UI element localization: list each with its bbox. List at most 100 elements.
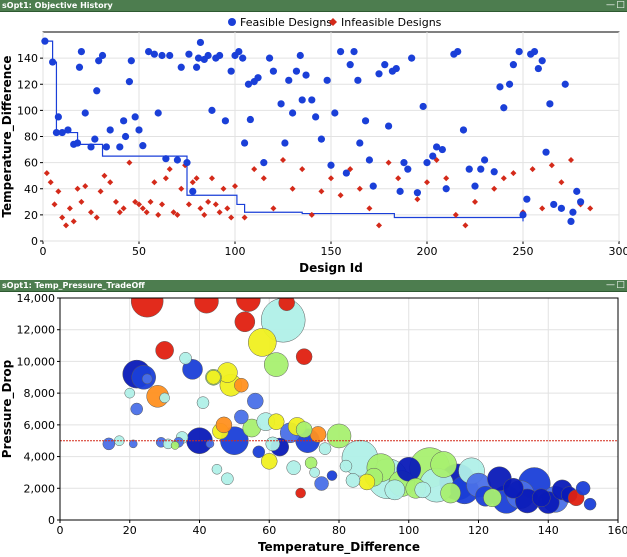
x-tick-label: 120	[468, 524, 489, 537]
bubble-group	[102, 298, 597, 514]
feasible-point	[490, 168, 498, 176]
infeasible-point	[270, 205, 277, 212]
feasible-point	[41, 37, 49, 45]
maximize-icon[interactable]: □	[616, 0, 625, 10]
feasible-point	[433, 143, 441, 151]
feasible-point	[127, 57, 135, 65]
feasible-point	[477, 165, 485, 173]
feasible-point	[413, 189, 421, 197]
bubble	[384, 479, 406, 501]
minimize-icon[interactable]: —	[606, 280, 615, 290]
tradeoff-chart: 0 20 40 60 80 100 120 140 160 0 2,000 4,000 6,000 8,0…	[0, 292, 627, 555]
infeasible-point	[539, 205, 546, 212]
bubble	[295, 421, 313, 438]
feasible-point	[277, 100, 285, 108]
y-tick-label: 20	[24, 209, 38, 222]
infeasible-point	[558, 179, 565, 186]
feasible-point	[49, 58, 57, 66]
maximize-icon[interactable]: □	[616, 280, 625, 290]
feasible-point	[64, 126, 72, 134]
feasible-point	[135, 126, 143, 134]
infeasible-point	[159, 201, 166, 208]
minimize-icon[interactable]: —	[606, 0, 615, 10]
bubble	[314, 476, 329, 491]
feasible-point	[289, 109, 297, 117]
infeasible-point	[93, 214, 100, 221]
legend-marker-infeasible	[329, 18, 337, 26]
infeasible-point	[120, 205, 127, 212]
y-tick-label: 60	[24, 157, 38, 170]
bubble	[215, 416, 233, 434]
infeasible-point	[568, 157, 574, 164]
infeasible-point	[299, 166, 306, 173]
feasible-point	[523, 195, 531, 203]
feasible-point	[216, 51, 224, 60]
infeasible-point	[462, 222, 469, 229]
infeasible-point	[151, 179, 158, 186]
feasible-point	[95, 57, 103, 65]
infeasible-point	[193, 175, 200, 182]
feasible-point	[509, 61, 517, 69]
infeasible-point	[162, 175, 169, 182]
feasible-point	[189, 187, 197, 195]
infeasible-point	[70, 218, 77, 225]
x-tick-label: 300	[609, 245, 627, 258]
objective-history-titlebar[interactable]: sOpt1: Objective History — □	[0, 0, 627, 12]
x-tick-label: 80	[332, 524, 346, 537]
y-tick-label: 6,000	[24, 419, 56, 432]
bubble	[248, 328, 277, 357]
bubble	[206, 370, 221, 385]
infeasible-point	[139, 205, 146, 212]
feasible-point	[312, 113, 320, 121]
feasible-point	[296, 51, 304, 60]
infeasible-point	[97, 188, 104, 195]
bubble	[309, 467, 320, 478]
infeasible-point	[251, 166, 258, 173]
bubble	[440, 482, 461, 504]
feasible-point	[81, 109, 89, 117]
feasible-point	[281, 139, 289, 147]
infeasible-point	[174, 211, 181, 218]
feasible-point	[419, 102, 427, 111]
feasible-point	[98, 51, 107, 60]
bubble	[326, 470, 338, 481]
feasible-point	[361, 117, 370, 125]
feasible-point	[260, 159, 268, 167]
bubble	[396, 457, 421, 482]
feasible-point	[567, 217, 575, 226]
infeasible-point	[414, 196, 421, 203]
infeasible-point	[74, 185, 81, 192]
bubble	[194, 298, 219, 314]
feasible-point	[356, 139, 364, 147]
feasible-point	[481, 156, 489, 164]
feasible-point	[323, 76, 331, 84]
y-tick-label: 100	[17, 104, 38, 117]
x-tick-label: 160	[608, 524, 627, 537]
infeasible-point	[500, 175, 507, 182]
y-tick-label: 4,000	[24, 451, 56, 464]
feasible-point	[317, 135, 325, 143]
bubble	[483, 488, 502, 508]
bubble	[179, 352, 192, 365]
feasible-point	[246, 115, 254, 124]
bubble	[583, 497, 597, 511]
bubble	[430, 451, 457, 478]
infeasible-point	[308, 211, 315, 218]
x-tick-label: 250	[513, 245, 534, 258]
feasible-point	[530, 47, 539, 56]
tradeoff-titlebar[interactable]: sOpt1: Temp_Pressure_TradeOff — □	[0, 280, 627, 292]
feasible-point	[519, 211, 527, 219]
infeasible-point	[43, 170, 50, 177]
legend-label-feasible: Feasible Designs	[240, 16, 332, 29]
bubble	[234, 377, 249, 393]
feasible-point	[244, 80, 253, 88]
feasible-point	[269, 67, 277, 75]
y-axis-label: Temperature_Difference	[0, 55, 15, 217]
feasible-point	[546, 100, 554, 108]
feasible-point	[569, 208, 577, 216]
feasible-point	[194, 54, 203, 62]
bubble	[102, 437, 116, 451]
infeasible-point	[88, 209, 94, 216]
bubble	[205, 439, 215, 449]
infeasible-point	[189, 179, 196, 186]
